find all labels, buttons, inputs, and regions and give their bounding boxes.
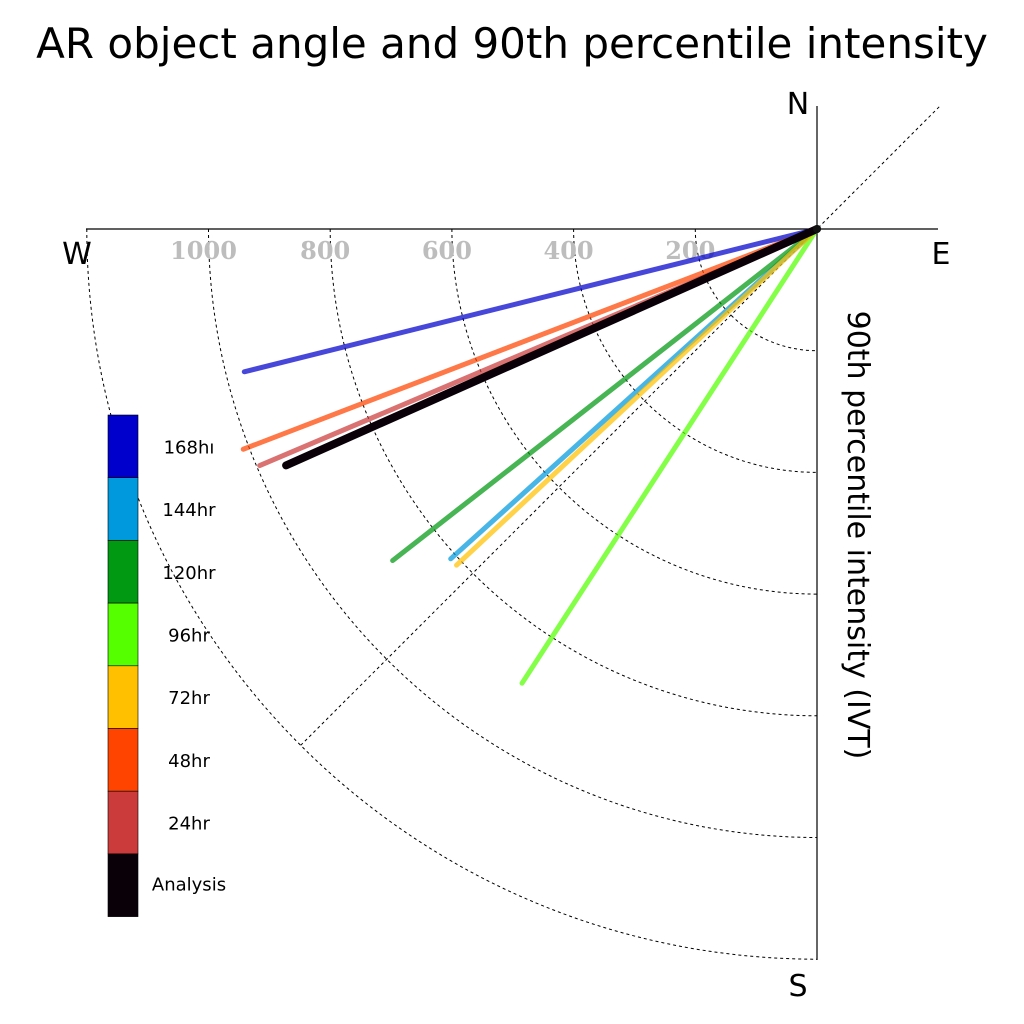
legend-label: Analysis — [152, 874, 226, 895]
legend-swatch — [107, 414, 139, 479]
tick-label: 800 — [300, 236, 350, 265]
radial-axis-label: 90th percentile intensity (IVT) — [840, 311, 875, 760]
tick-label: 1000 — [170, 236, 237, 265]
series-line-72hr — [454, 226, 820, 568]
legend-swatch — [107, 728, 139, 792]
compass-east: E — [932, 237, 951, 272]
legend-swatch — [107, 853, 139, 917]
tick-label: 600 — [422, 236, 472, 265]
tick-label: 400 — [544, 236, 594, 265]
series-line-analysis — [282, 225, 821, 470]
legend-swatch — [107, 602, 139, 667]
grid-arc — [694, 228, 818, 352]
legend-label: 96hr — [168, 625, 210, 646]
grid-diagonal — [300, 105, 941, 746]
legend-label: 120hr — [162, 563, 216, 584]
legend-swatch — [107, 665, 139, 729]
grid — [86, 105, 941, 960]
compass-north: N — [787, 87, 809, 122]
grid-arc — [451, 228, 818, 595]
compass-west: W — [62, 237, 92, 272]
legend-label: 72hr — [168, 688, 210, 709]
origin-point — [813, 225, 821, 233]
series-lines — [240, 225, 821, 686]
grid-arc — [573, 228, 818, 473]
legend-swatch — [107, 540, 139, 604]
series-line-48hr — [240, 226, 820, 452]
legend: 168hı 144hr 120hr 96hr 72hr 48hr 24hr Analysis — [107, 414, 226, 917]
legend-swatch — [107, 790, 139, 855]
grid-arc — [208, 228, 818, 838]
legend-swatch — [107, 477, 139, 541]
chart-title: AR object angle and 90th percentile inte… — [36, 19, 988, 68]
series-line-120hr — [390, 226, 820, 564]
legend-label: 168hı — [164, 437, 215, 458]
legend-label: 48hr — [168, 751, 210, 772]
legend-label: 24hr — [168, 814, 210, 835]
series-line-96hr — [519, 226, 820, 686]
grid-arc — [86, 228, 818, 960]
compass-south: S — [788, 969, 807, 1004]
series-line-168hr — [241, 226, 820, 375]
legend-label: 144hr — [162, 500, 216, 521]
grid-arc — [329, 228, 818, 717]
